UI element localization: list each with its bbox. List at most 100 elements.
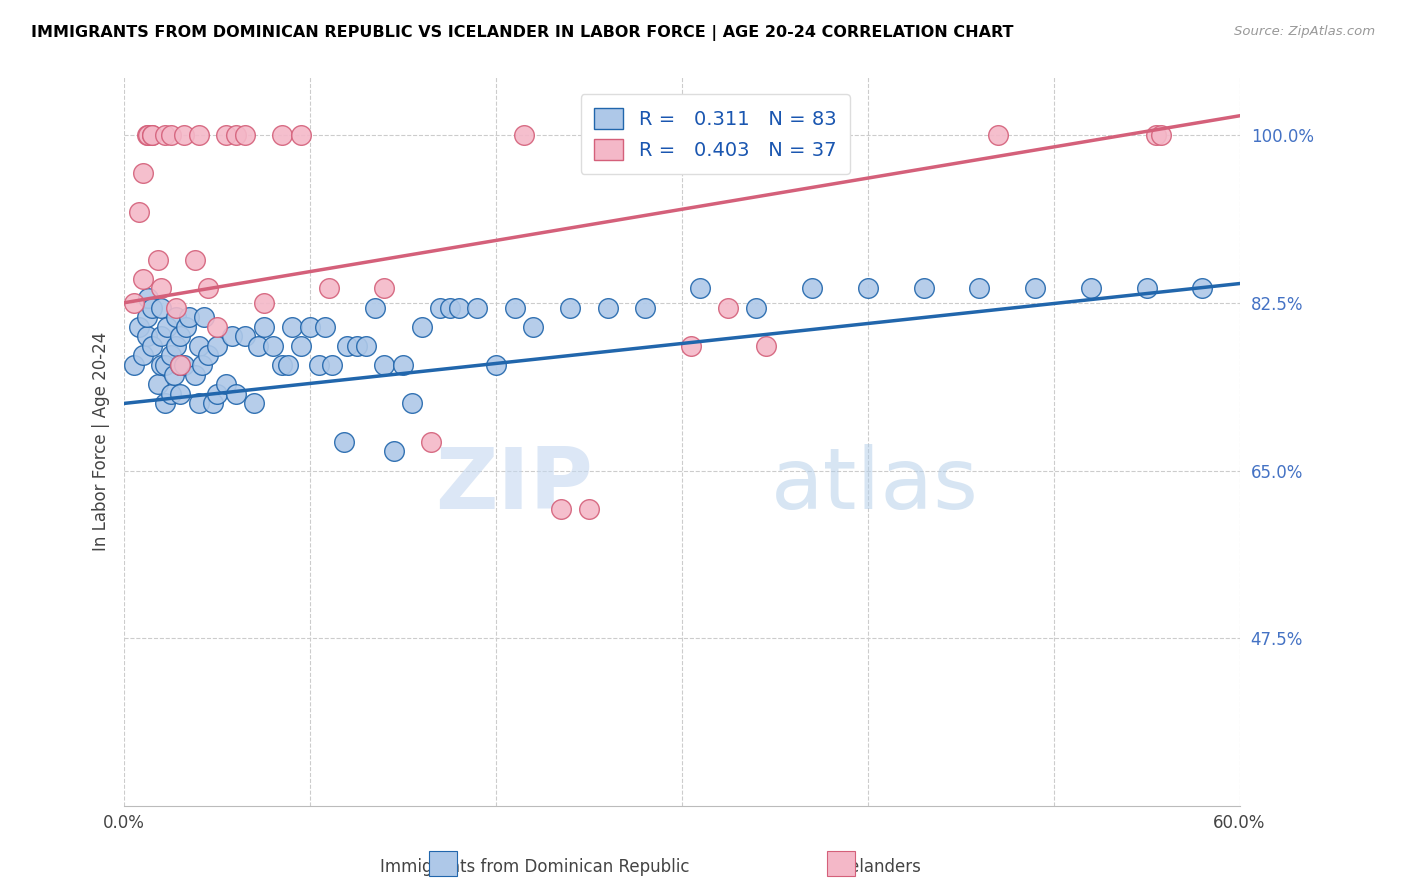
- Point: [522, 319, 544, 334]
- Text: atlas: atlas: [770, 444, 979, 527]
- Point: [745, 301, 768, 315]
- Point: [382, 444, 405, 458]
- Point: [308, 358, 330, 372]
- Point: [233, 329, 256, 343]
- Point: [187, 396, 209, 410]
- Point: [233, 128, 256, 142]
- Point: [215, 128, 238, 142]
- Point: [550, 501, 572, 516]
- Point: [987, 128, 1010, 142]
- Point: [513, 128, 536, 142]
- Point: [271, 358, 294, 372]
- Point: [173, 128, 195, 142]
- Point: [314, 319, 336, 334]
- Point: [290, 339, 312, 353]
- Point: [447, 301, 470, 315]
- Point: [146, 377, 169, 392]
- Point: [205, 386, 228, 401]
- Y-axis label: In Labor Force | Age 20-24: In Labor Force | Age 20-24: [93, 332, 110, 551]
- Point: [141, 128, 163, 142]
- Point: [560, 301, 582, 315]
- Point: [197, 281, 219, 295]
- Point: [150, 329, 173, 343]
- Point: [754, 339, 776, 353]
- Point: [187, 339, 209, 353]
- Point: [243, 396, 266, 410]
- Point: [165, 301, 187, 315]
- Point: [262, 339, 284, 353]
- Text: Icelanders: Icelanders: [835, 858, 922, 876]
- Point: [128, 319, 150, 334]
- Point: [150, 281, 173, 295]
- Point: [247, 339, 270, 353]
- Point: [169, 329, 191, 343]
- Point: [364, 301, 387, 315]
- Point: [419, 434, 441, 449]
- Point: [184, 252, 207, 267]
- Point: [912, 281, 935, 295]
- Point: [429, 301, 451, 315]
- Point: [578, 501, 600, 516]
- Point: [253, 319, 276, 334]
- Point: [169, 358, 191, 372]
- Point: [159, 386, 181, 401]
- Point: [299, 319, 322, 334]
- Point: [681, 339, 703, 353]
- Point: [141, 339, 163, 353]
- Point: [150, 358, 173, 372]
- Text: Immigrants from Dominican Republic: Immigrants from Dominican Republic: [380, 858, 689, 876]
- Point: [271, 128, 294, 142]
- Point: [689, 281, 711, 295]
- Point: [1080, 281, 1102, 295]
- Point: [169, 358, 191, 372]
- Point: [153, 358, 176, 372]
- Point: [197, 349, 219, 363]
- Point: [336, 339, 359, 353]
- Point: [346, 339, 368, 353]
- Point: [290, 128, 312, 142]
- Point: [1136, 281, 1159, 295]
- Point: [969, 281, 991, 295]
- Point: [146, 252, 169, 267]
- Point: [439, 301, 461, 315]
- Text: Source: ZipAtlas.com: Source: ZipAtlas.com: [1234, 25, 1375, 38]
- Point: [205, 339, 228, 353]
- Point: [135, 329, 157, 343]
- Point: [173, 358, 195, 372]
- Legend: R =   0.311   N = 83, R =   0.403   N = 37: R = 0.311 N = 83, R = 0.403 N = 37: [581, 95, 851, 174]
- Point: [165, 339, 187, 353]
- Point: [141, 301, 163, 315]
- Point: [122, 295, 145, 310]
- Point: [1024, 281, 1046, 295]
- Point: [801, 281, 824, 295]
- Point: [1144, 128, 1167, 142]
- Point: [202, 396, 225, 410]
- Point: [215, 377, 238, 392]
- Point: [318, 281, 340, 295]
- Point: [132, 166, 155, 180]
- Point: [1150, 128, 1173, 142]
- Point: [159, 349, 181, 363]
- Text: ZIP: ZIP: [434, 444, 593, 527]
- Text: IMMIGRANTS FROM DOMINICAN REPUBLIC VS ICELANDER IN LABOR FORCE | AGE 20-24 CORRE: IMMIGRANTS FROM DOMINICAN REPUBLIC VS IC…: [31, 25, 1014, 41]
- Point: [354, 339, 377, 353]
- Point: [332, 434, 354, 449]
- Point: [205, 319, 228, 334]
- Point: [135, 310, 157, 325]
- Point: [156, 319, 179, 334]
- Point: [150, 301, 173, 315]
- Point: [191, 358, 214, 372]
- Point: [187, 128, 209, 142]
- Point: [401, 396, 423, 410]
- Point: [392, 358, 415, 372]
- Point: [411, 319, 433, 334]
- Point: [122, 358, 145, 372]
- Point: [856, 281, 879, 295]
- Point: [221, 329, 243, 343]
- Point: [135, 128, 157, 142]
- Point: [277, 358, 299, 372]
- Point: [321, 358, 343, 372]
- Point: [596, 301, 619, 315]
- Point: [138, 291, 160, 305]
- Point: [193, 310, 215, 325]
